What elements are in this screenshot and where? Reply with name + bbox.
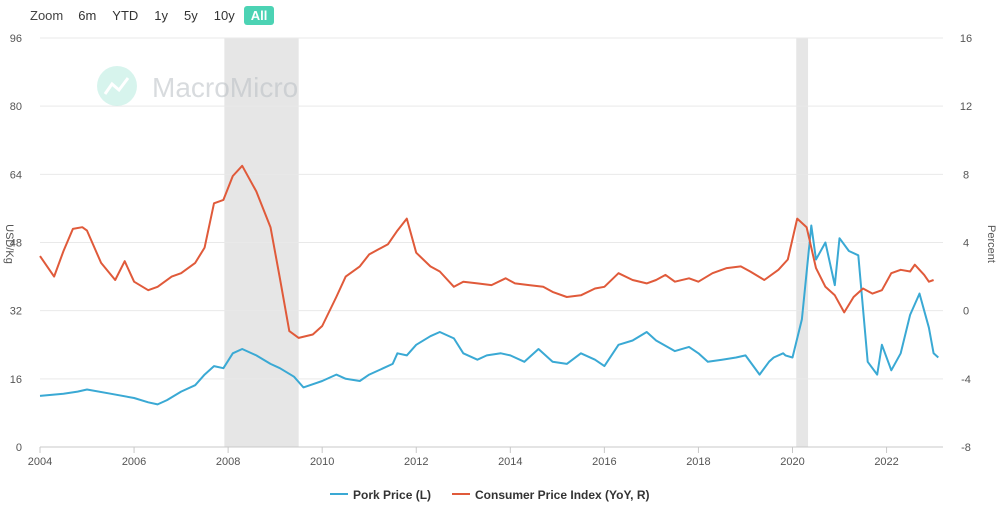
left-tick-label: 32 [10,306,22,318]
x-axis: 2004 2006 2008 2010 2012 2014 2016 2018 2020 2022 [28,447,899,468]
x-tick-label: 2006 [122,456,146,468]
zoom-bar: Zoom 6m YTD 1y 5y 10y All [30,4,275,26]
left-tick-label: 96 [10,33,22,45]
x-tick-label: 2020 [780,456,804,468]
right-tick-label: 4 [963,238,969,250]
x-tick-label: 2022 [874,456,898,468]
zoom-all-button[interactable]: All [243,5,275,25]
x-tick-label: 2008 [216,456,240,468]
x-tick-label: 2016 [592,456,616,468]
left-tick-label: 64 [10,169,22,181]
right-tick-label: -8 [961,442,971,454]
left-tick-label: 0 [16,442,22,454]
zoom-ytd-button[interactable]: YTD [112,7,139,23]
left-tick-label: 16 [10,374,22,386]
left-tick-label: 80 [10,101,22,113]
zoom-1y-button[interactable]: 1y [154,7,169,23]
watermark-text: MacroMicro [152,72,298,103]
watermark-logo-mark [103,77,130,95]
left-axis-title: USD/Kg [3,224,15,264]
right-tick-label: 12 [960,101,972,113]
series-lines [39,164,939,406]
x-tick-label: 2004 [28,456,52,468]
right-axis-title: Percent [985,225,997,263]
right-axis: -8 -4 0 4 8 12 16 [960,33,972,454]
legend: Pork Price (L) Consumer Price Index (YoY… [330,488,650,502]
zoom-10y-button[interactable]: 10y [213,7,235,23]
cpi-yoy-line [39,164,934,339]
right-tick-label: -4 [961,374,971,386]
right-tick-label: 0 [963,306,969,318]
left-tick-label: 48 [10,238,22,250]
zoom-label: Zoom [30,7,64,23]
watermark-logo-icon [97,66,137,106]
right-tick-label: 16 [960,33,972,45]
x-tick-label: 2014 [498,456,522,468]
x-tick-label: 2012 [404,456,428,468]
legend-label-cpi: Consumer Price Index (YoY, R) [475,488,650,502]
legend-label-pork: Pork Price (L) [353,488,431,502]
legend-item-cpi[interactable]: Consumer Price Index (YoY, R) [452,488,650,502]
left-axis: 0 16 32 48 64 80 96 [10,33,22,454]
legend-item-pork[interactable]: Pork Price (L) [330,488,431,502]
pork-price-line [39,224,939,406]
x-tick-label: 2018 [686,456,710,468]
zoom-5y-button[interactable]: 5y [184,7,198,23]
zoom-6m-button[interactable]: 6m [78,7,97,23]
x-tick-label: 2010 [310,456,334,468]
watermark: MacroMicro [97,66,298,106]
right-tick-label: 8 [963,169,969,181]
